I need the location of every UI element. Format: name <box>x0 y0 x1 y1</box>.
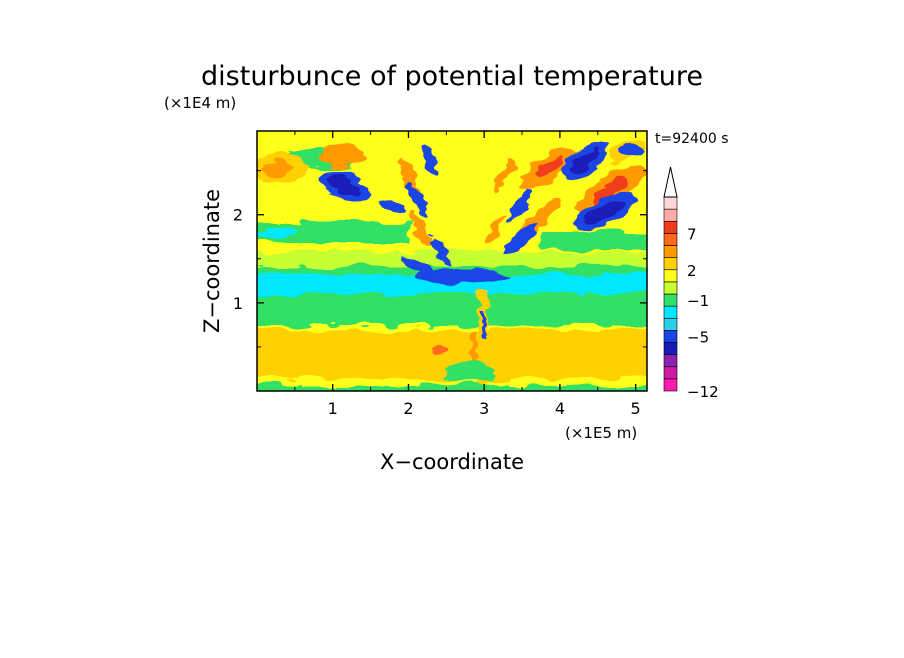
x-axis-ticks: 1 2 3 4 5 <box>294 131 641 418</box>
column-center-3 <box>470 330 476 375</box>
blob-red-bottom <box>432 346 448 354</box>
colorbar-swatch <box>663 342 678 355</box>
x-axis-label: X−coordinate <box>380 450 524 474</box>
blob-blue-r4 <box>503 224 537 256</box>
colorbar-swatch <box>663 257 678 271</box>
y-tick-label: 2 <box>233 206 243 225</box>
blob-orange-c4 <box>485 216 505 244</box>
colorbar-swatch <box>663 354 678 368</box>
blob-blue-c4 <box>508 189 532 221</box>
colorbar-swatch <box>663 330 678 343</box>
blob-orange-tl2 <box>321 143 365 167</box>
band-green-upper <box>257 222 410 242</box>
time-label: t=92400 s <box>655 131 729 147</box>
y-axis-label: Z−coordinate <box>200 189 224 333</box>
colorbar-label: −5 <box>687 328 709 346</box>
band-yellow-bottom-r <box>510 378 647 386</box>
contour-field <box>257 131 647 391</box>
colorbar-swatch <box>663 245 678 258</box>
colorbar-swatch <box>663 317 678 331</box>
colorbar-label: 2 <box>687 262 697 280</box>
colorbar-swatch <box>663 220 678 234</box>
blob-blue-c3 <box>428 234 452 266</box>
blob-orange-c3 <box>495 159 515 191</box>
y-unit-label: (×1E4 m) <box>164 94 236 112</box>
blob-blue-r1 <box>570 147 600 173</box>
x-unit-label: (×1E5 m) <box>565 424 637 442</box>
band-cyan <box>257 274 647 294</box>
colorbar-swatch <box>663 233 678 246</box>
band-green-bottom <box>257 384 647 391</box>
band-yellow-bottom <box>300 378 420 386</box>
y-axis-ticks: 12 <box>233 170 647 348</box>
blob-blue-left2 <box>380 197 406 215</box>
band-green-upper-r <box>540 232 647 250</box>
colorbar-swatch <box>663 305 678 319</box>
blob-blue-r2 <box>585 198 625 224</box>
colorbar-label: −12 <box>687 383 719 401</box>
x-tick-label: 3 <box>479 399 489 418</box>
blob-green-bottom <box>444 362 496 382</box>
blob-blue-left <box>328 175 362 197</box>
blob-blue-arc <box>415 269 511 283</box>
x-tick-label: 2 <box>403 399 413 418</box>
band-cyan-upper <box>257 229 295 237</box>
colorbar-label: 7 <box>687 225 697 243</box>
x-tick-label: 5 <box>631 399 641 418</box>
band-green-low <box>257 308 647 326</box>
colorbar: 7 2 −1 −5 −12 <box>663 166 719 401</box>
colorbar-extend-arrow <box>663 166 678 198</box>
blob-blue-r3 <box>619 143 647 157</box>
band-lightgreen <box>257 252 647 266</box>
blob-blue-c2 <box>407 182 429 218</box>
blob-blue-c1 <box>422 144 438 176</box>
y-tick-label: 1 <box>233 294 243 313</box>
blob-red-r1 <box>532 156 564 180</box>
chart-title: disturbunce of potential temperature <box>201 61 703 92</box>
colorbar-label: −1 <box>687 292 709 310</box>
x-tick-label: 1 <box>328 399 338 418</box>
blob-orange-c2 <box>409 212 431 248</box>
colorbar-swatch <box>663 208 678 222</box>
colorbar-swatch <box>663 281 678 295</box>
blob-orange-tl3 <box>262 160 290 176</box>
blob-blue-arc-l <box>401 257 435 275</box>
colorbar-swatch <box>663 293 678 307</box>
plot-frame <box>256 130 648 392</box>
colorbar-swatch <box>663 196 678 210</box>
x-tick-label: 4 <box>555 399 565 418</box>
colorbar-swatch <box>663 366 678 380</box>
band-lower-orange-2 <box>257 345 430 367</box>
colorbar-swatch <box>663 378 678 392</box>
column-center-2 <box>482 310 486 340</box>
colorbar-swatch <box>663 269 678 283</box>
blob-red-r2 <box>592 178 628 202</box>
